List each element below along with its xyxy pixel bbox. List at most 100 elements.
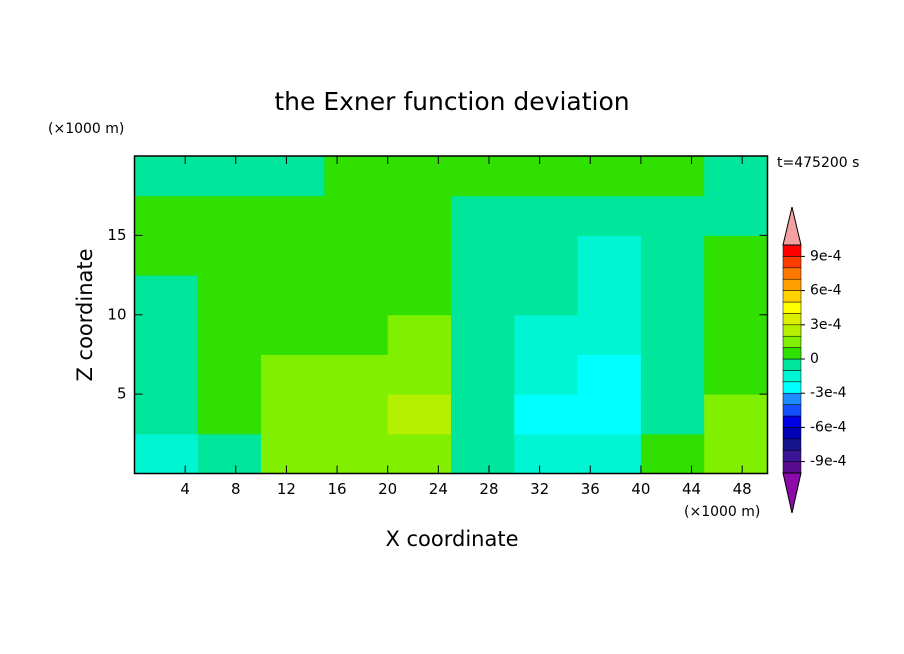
contour-cell <box>514 235 579 276</box>
colorbar-bin <box>782 313 802 326</box>
contour-cell <box>324 354 389 395</box>
x-tick-label: 24 <box>429 480 448 498</box>
contour-cell <box>387 314 452 355</box>
contour-cell <box>577 156 642 197</box>
contour-cell <box>387 235 452 276</box>
colorbar-bin <box>782 324 802 337</box>
contour-cell <box>197 394 262 435</box>
contour-cell <box>134 156 199 197</box>
x-tick-label: 28 <box>479 480 498 498</box>
contour-cell <box>261 314 325 355</box>
colorbar-tick-label: -6e-4 <box>810 419 847 435</box>
contour-cell <box>261 275 325 316</box>
contour-cell <box>197 195 262 236</box>
contour-cell <box>577 354 642 395</box>
contour-cell <box>387 195 452 236</box>
colorbar-bin <box>782 381 802 394</box>
colorbar-bin <box>782 347 802 360</box>
contour-cell <box>197 235 262 276</box>
contour-cell <box>387 354 452 395</box>
contour-cell <box>640 394 705 435</box>
contour-cell <box>514 195 579 236</box>
contour-cell <box>704 156 768 197</box>
contour-cell <box>704 433 768 474</box>
contour-cell <box>261 235 325 276</box>
contour-cell <box>640 156 705 197</box>
contour-cell <box>134 394 199 435</box>
colorbar-bin <box>782 335 802 348</box>
contour-cell <box>387 394 452 435</box>
contour-cell <box>577 433 642 474</box>
colorbar-tick-label: 9e-4 <box>810 248 842 264</box>
contour-cell <box>387 275 452 316</box>
contour-cell <box>514 314 579 355</box>
colorbar-bin <box>782 278 802 291</box>
contour-cell <box>451 314 515 355</box>
contour-cell <box>577 275 642 316</box>
contour-cell <box>514 433 579 474</box>
contour-cell <box>134 275 199 316</box>
contour-cell <box>451 433 515 474</box>
colorbar-bin <box>782 415 802 428</box>
contour-cell <box>261 354 325 395</box>
x-axis-label: X coordinate <box>385 527 518 551</box>
contour-cell <box>387 156 452 197</box>
contour-cell <box>640 195 705 236</box>
colorbar-tick-label: 6e-4 <box>810 283 842 299</box>
contour-cell <box>134 354 199 395</box>
y-axis-label: Z coordinate <box>73 248 97 381</box>
contour-cell <box>514 275 579 316</box>
colorbar-bin <box>782 392 802 405</box>
x-tick-label: 8 <box>231 480 241 498</box>
contour-cell <box>134 433 199 474</box>
contour-cell <box>640 354 705 395</box>
contour-cell <box>324 394 389 435</box>
colorbar-tick-label: 0 <box>810 351 819 367</box>
x-tick-label: 32 <box>530 480 549 498</box>
contour-cell <box>261 195 325 236</box>
contour-cell <box>640 314 705 355</box>
chart-title: the Exner function deviation <box>274 87 629 116</box>
colorbar-extend-high <box>782 206 802 246</box>
colorbar-bin <box>782 449 802 462</box>
colorbar-bin <box>782 256 802 269</box>
y-unit-label: (×1000 m) <box>48 121 124 137</box>
annotation: t=475200 s <box>777 155 859 171</box>
colorbar-bin <box>782 370 802 383</box>
contour-cell <box>197 156 262 197</box>
contour-cell <box>704 394 768 435</box>
colorbar-bin <box>782 427 802 440</box>
x-tick-label: 20 <box>378 480 397 498</box>
contour-cell <box>324 314 389 355</box>
contour-cell <box>577 235 642 276</box>
contour-cell <box>387 433 452 474</box>
contour-cell <box>514 354 579 395</box>
contour-cell <box>324 433 389 474</box>
y-tick-label: 10 <box>107 305 126 323</box>
contour-cell <box>451 354 515 395</box>
contour-cell <box>324 195 389 236</box>
contour-cell <box>261 433 325 474</box>
contour-cell <box>704 195 768 236</box>
contour-cell <box>134 314 199 355</box>
contour-cell <box>324 235 389 276</box>
contour-cell <box>704 314 768 355</box>
colorbar-extend-low <box>782 472 802 514</box>
x-tick-label: 12 <box>277 480 296 498</box>
contour-cell <box>261 156 325 197</box>
contour-cell <box>324 156 389 197</box>
colorbar-tick-label: -9e-4 <box>810 454 847 470</box>
y-tick-label: 5 <box>117 385 127 403</box>
contour-cell <box>577 394 642 435</box>
colorbar-bin <box>782 267 802 280</box>
colorbar-bin <box>782 404 802 417</box>
contour-cell <box>577 195 642 236</box>
contour-cell <box>261 394 325 435</box>
contour-cell <box>640 235 705 276</box>
contour-cell <box>451 195 515 236</box>
contour-cell <box>640 433 705 474</box>
colorbar-bin <box>782 301 802 314</box>
x-tick-label: 4 <box>180 480 190 498</box>
colorbar-bin <box>782 438 802 451</box>
